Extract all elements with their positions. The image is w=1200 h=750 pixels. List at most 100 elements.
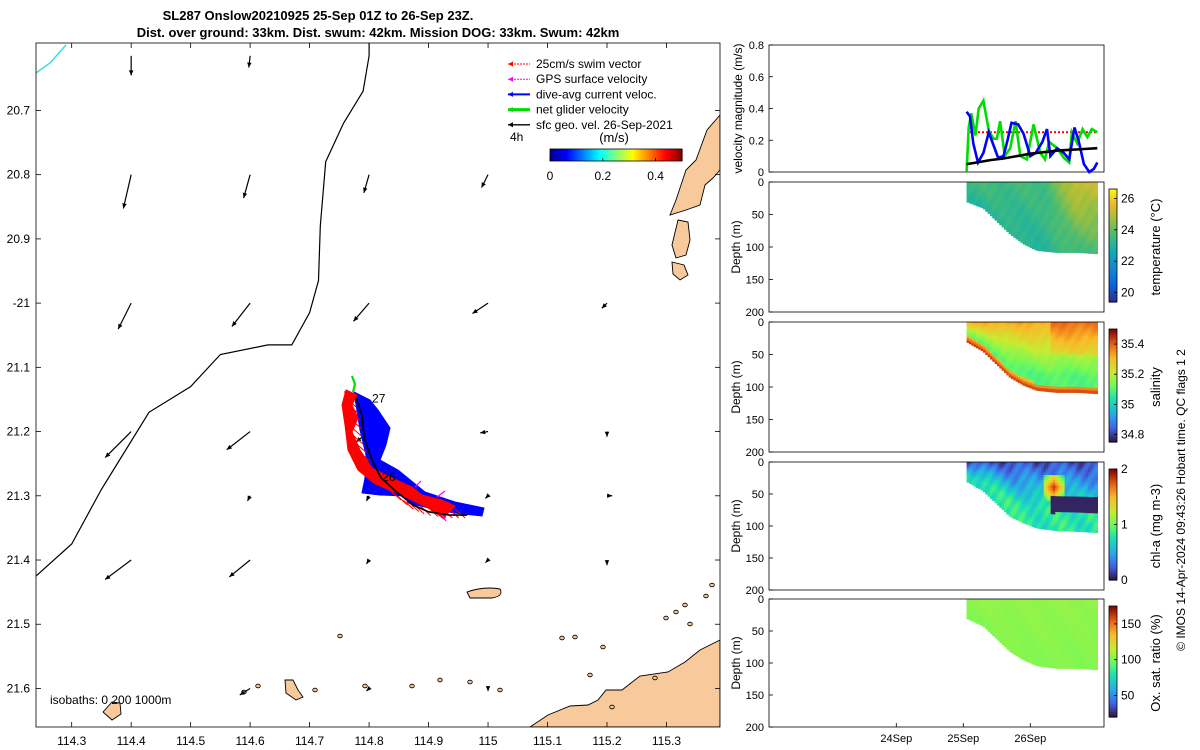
temperature-cell: [1017, 197, 1022, 201]
chla-cell: [1015, 501, 1019, 505]
salinity-cell: [1036, 374, 1040, 378]
salinity-cell: [1015, 328, 1019, 332]
temperature-cell: [1027, 236, 1031, 240]
chla-cell: [1076, 512, 1080, 516]
chla-cell: [1013, 514, 1017, 517]
salinity-cell: [1036, 358, 1040, 363]
salinity-colorbar-band: [1109, 370, 1117, 373]
chla-cell: [1052, 498, 1057, 502]
chla-colorbar-band: [1109, 552, 1117, 555]
chla-cell: [1015, 484, 1019, 488]
salinity-cell: [1043, 383, 1047, 387]
salinity-cell: [1038, 351, 1043, 355]
chla-cell: [968, 462, 973, 465]
chla-cell: [1087, 470, 1092, 474]
salinity-cell: [1090, 376, 1094, 381]
salinity-cell: [971, 326, 975, 328]
salinity-cell: [1062, 338, 1066, 342]
chla-cell: [1003, 492, 1008, 496]
salinity-cell: [1048, 359, 1052, 363]
chla-cell: [992, 482, 996, 485]
salinity-cell: [980, 324, 984, 326]
salinity-cell: [999, 344, 1003, 348]
temperature-cell: [973, 190, 977, 193]
salinity-cell: [1076, 338, 1080, 342]
chla-cell: [1038, 464, 1043, 468]
salinity-cell: [1015, 340, 1019, 344]
chla-cell: [987, 476, 991, 479]
temperature-cell: [999, 185, 1003, 188]
chla-cell: [1041, 487, 1045, 491]
salinity-cell: [1090, 324, 1094, 329]
salinity-cell: [1066, 378, 1071, 383]
temperature-cell: [985, 188, 989, 191]
chla-cell: [1052, 514, 1057, 518]
chla-cell: [1064, 520, 1068, 524]
salinity-cell: [1080, 362, 1085, 367]
temperature-cell: [1008, 185, 1012, 189]
temperature-cell: [1043, 232, 1047, 236]
temperature-cell: [1092, 239, 1096, 244]
salinity-cell: [1034, 329, 1038, 334]
salinity-cell: [1022, 331, 1026, 335]
temperature-cell: [1073, 195, 1078, 199]
temperature-cell: [1062, 246, 1066, 251]
temperature-cell: [975, 204, 980, 207]
salinity-cell: [1059, 370, 1064, 374]
chla-y-tick-label: 200: [746, 585, 764, 597]
chla-cell: [1001, 469, 1005, 472]
salinity-cell: [1036, 382, 1040, 386]
temperature-cell: [992, 194, 996, 197]
salinity-cell: [1022, 363, 1026, 367]
temperature-cell: [989, 185, 994, 188]
salinity-cell: [1071, 384, 1075, 388]
temperature-cell: [1078, 192, 1082, 197]
legend-entry: 25cm/s swim vector: [536, 57, 641, 71]
salinity-cell: [1045, 353, 1050, 358]
oxygen-cell: [966, 604, 970, 606]
chla-cell: [1036, 520, 1040, 524]
salinity-cell: [1066, 386, 1071, 391]
chla-cell: [982, 471, 987, 473]
salinity-colorbar-band: [1109, 415, 1117, 419]
day-label: 26: [382, 470, 396, 484]
temperature-cell: [1085, 217, 1089, 221]
salinity-cell: [1031, 332, 1036, 336]
chla-cell: [975, 486, 980, 488]
temperature-cell: [1062, 192, 1066, 197]
temperature-cell: [989, 192, 994, 195]
temperature-cell: [978, 199, 982, 202]
temperature-cell: [1073, 236, 1078, 240]
speed-colorbar-band: [598, 149, 602, 161]
chla-cell: [1015, 481, 1019, 485]
temperature-cell: [1057, 187, 1061, 191]
chla-cell: [1071, 499, 1075, 503]
salinity-cell: [1080, 340, 1085, 345]
chla-cell: [1062, 498, 1066, 503]
temperature-cell: [1092, 184, 1096, 189]
chla-cell: [1031, 516, 1036, 520]
salinity-cell: [1029, 337, 1033, 341]
temperature-cell: [1034, 244, 1038, 248]
temperature-cell: [1034, 184, 1038, 188]
salinity-cell: [1048, 383, 1052, 387]
chla-cell: [978, 465, 982, 467]
speed-colorbar-band: [563, 149, 566, 161]
chla-cell: [1062, 512, 1066, 516]
chla-cell: [996, 476, 1001, 480]
temperature-cell: [1062, 211, 1066, 216]
chla-cell: [1078, 464, 1082, 469]
chla-cell: [1087, 475, 1092, 479]
chla-cell: [1006, 483, 1010, 487]
salinity-cell: [992, 323, 996, 326]
salinity-cell: [1071, 373, 1075, 377]
salinity-cell: [1029, 365, 1033, 369]
chla-cell: [996, 496, 1001, 499]
chla-cell: [1069, 499, 1073, 503]
temperature-cell: [982, 193, 987, 196]
geo-velocity-arrow-head: [229, 572, 235, 577]
chla-cell: [987, 477, 991, 480]
salinity-cell: [1024, 336, 1029, 340]
temperature-cell: [975, 202, 980, 205]
salinity-cell: [971, 338, 975, 341]
